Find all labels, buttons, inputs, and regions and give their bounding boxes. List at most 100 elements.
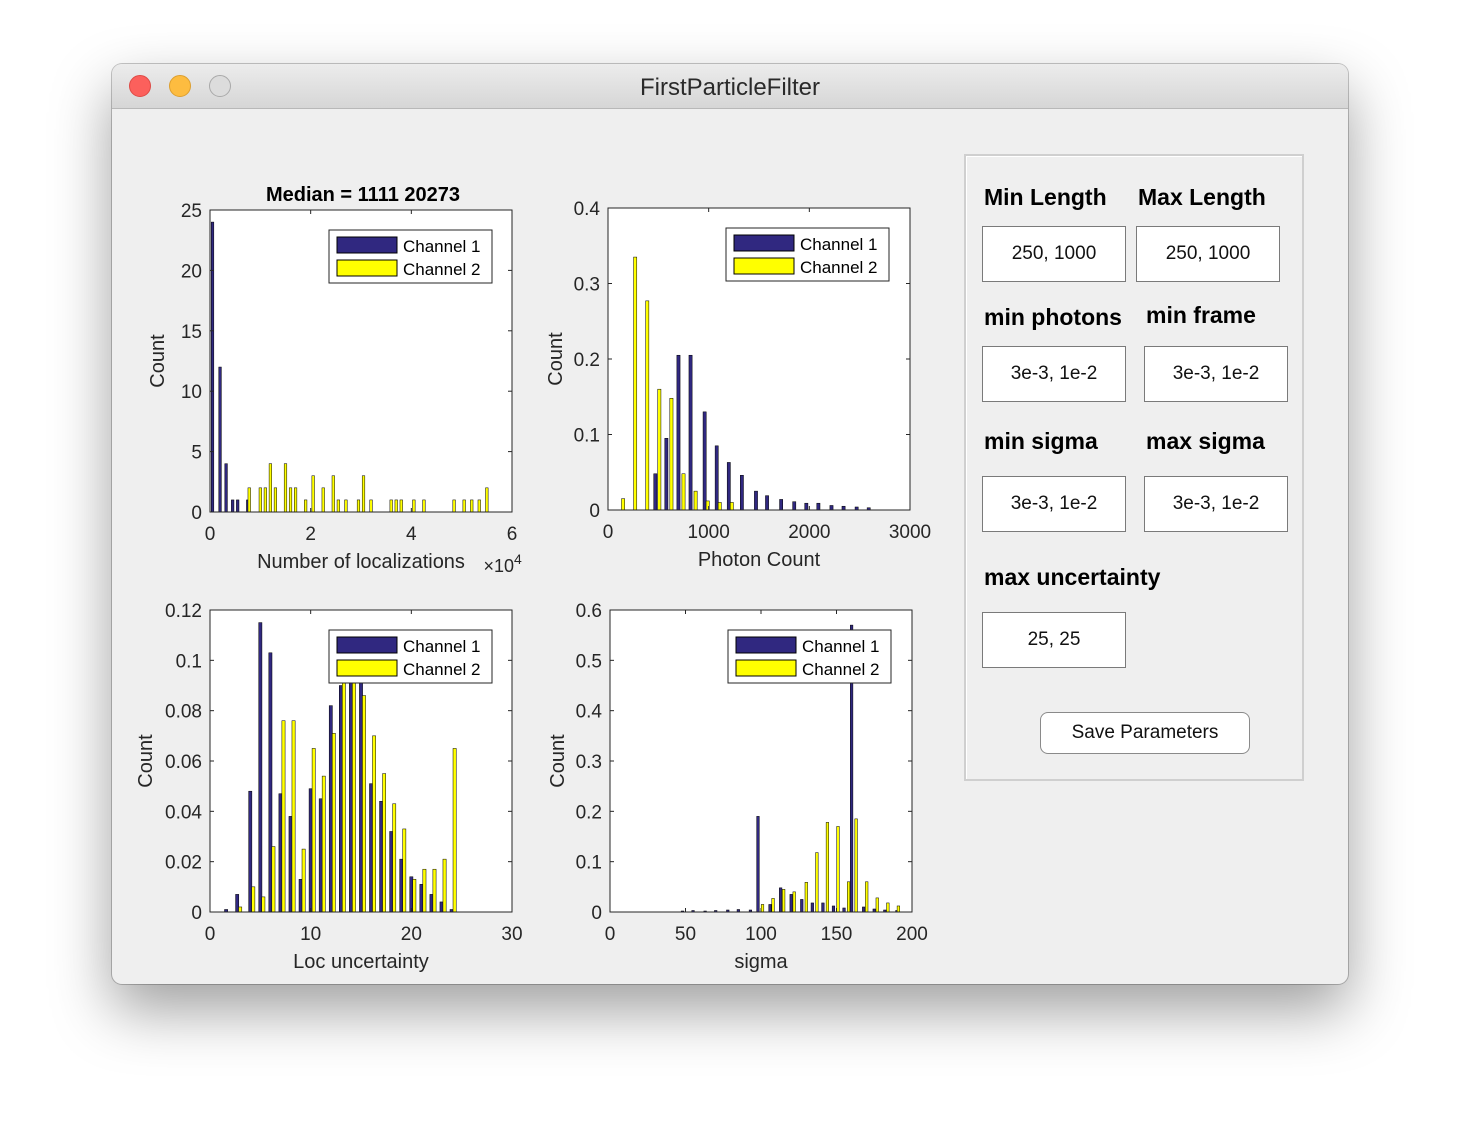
bar-channel-1 <box>308 788 313 913</box>
bar-channel-2 <box>865 881 869 913</box>
bar-channel-2 <box>362 695 366 913</box>
min-length-field[interactable]: 250, 1000 <box>982 226 1126 282</box>
bar-channel-2 <box>681 473 686 511</box>
y-tick-label: 0.2 <box>574 350 600 371</box>
bar-channel-2 <box>304 499 308 513</box>
bar-channel-1 <box>829 505 834 511</box>
legend-swatch-channel-2 <box>336 659 398 677</box>
save-parameters-button[interactable]: Save Parameters <box>1040 712 1250 754</box>
y-tick-label: 0.4 <box>574 199 601 220</box>
bar-channel-1 <box>821 902 825 913</box>
bar-channel-2 <box>331 733 336 913</box>
title-bar[interactable]: FirstParticleFilter <box>112 64 1348 109</box>
bar-channel-2 <box>771 898 775 913</box>
x-tick-label: 0 <box>205 524 216 545</box>
y-tick-label: 15 <box>181 322 202 343</box>
y-axis-label: Count <box>147 334 169 388</box>
bar-channel-2 <box>294 487 298 513</box>
legend-label-channel-1: Channel 1 <box>800 235 878 254</box>
bar-channel-2 <box>633 256 638 511</box>
bar-channel-1 <box>235 894 240 913</box>
bar-channel-1 <box>653 473 658 511</box>
chart-title: Median = 1111 20273 <box>266 184 460 206</box>
bar-channel-2 <box>422 499 426 513</box>
bar-channel-2 <box>261 896 266 913</box>
legend: Channel 1 Channel 2 <box>727 629 892 684</box>
plots-area: 0 2 4 6 0 5 10 15 20 25 Number of localizations Cou… <box>135 184 931 973</box>
legend: Channel 1 Channel 2 <box>328 229 493 284</box>
max-sigma-label: max sigma <box>1146 428 1265 454</box>
max-uncertainty-field[interactable]: 25, 25 <box>982 612 1126 668</box>
bar-channel-1 <box>389 831 394 913</box>
bar-channel-1 <box>409 876 414 913</box>
bar-channel-1 <box>258 622 263 913</box>
legend-label-channel-1: Channel 1 <box>403 637 481 656</box>
min-sigma-field[interactable]: 3e-3, 1e-2 <box>982 476 1126 532</box>
bar-channel-1 <box>419 884 424 913</box>
bar-channel-2 <box>311 748 316 913</box>
bar-channel-2 <box>281 720 286 913</box>
close-window-button[interactable] <box>129 75 151 97</box>
legend-label-channel-2: Channel 2 <box>802 660 880 679</box>
x-tick-label: 0 <box>605 924 616 945</box>
y-tick-label: 0.1 <box>574 426 600 447</box>
bar-channel-2 <box>792 891 796 913</box>
parameter-panel: Min Length Max Length 250, 1000 250, 100… <box>964 154 1304 781</box>
bar-channel-1 <box>740 475 744 511</box>
bar-channel-1 <box>236 499 240 513</box>
histogram-chart-3: 0 10 20 30 0 0.02 0.04 0.06 0.08 0.1 0.12 Loc uncer… <box>135 601 523 973</box>
bar-channel-2 <box>311 475 315 513</box>
min-frame-field[interactable]: 3e-3, 1e-2 <box>1144 346 1288 402</box>
bar-channel-2 <box>782 889 786 913</box>
x-tick-label: 1000 <box>688 522 730 543</box>
bar-channel-2 <box>389 499 393 513</box>
bar-channel-2 <box>271 846 276 913</box>
legend-swatch-channel-1 <box>733 234 795 252</box>
y-tick-label: 0 <box>591 903 602 924</box>
bar-channel-2 <box>432 868 437 913</box>
bar-channel-1 <box>702 411 707 511</box>
bar-channel-2 <box>321 487 325 513</box>
bar-channel-1 <box>248 790 253 913</box>
bar-channel-2 <box>462 499 466 513</box>
bar-channel-2 <box>361 475 366 513</box>
x-tick-label: 6 <box>507 524 518 545</box>
bar-channel-1 <box>339 685 343 913</box>
bar-channel-1 <box>756 816 760 913</box>
x-tick-label: 100 <box>745 924 777 945</box>
bar-channel-1 <box>676 354 681 511</box>
legend-label-channel-2: Channel 2 <box>403 260 481 279</box>
y-tick-label: 0 <box>589 501 600 522</box>
bar-channel-2 <box>372 735 376 913</box>
y-axis-label: Count <box>545 332 567 386</box>
y-tick-label: 20 <box>181 261 202 282</box>
bar-channel-1 <box>831 905 836 913</box>
bar-channel-2 <box>717 502 722 511</box>
max-sigma-field[interactable]: 3e-3, 1e-2 <box>1144 476 1288 532</box>
bar-channel-2 <box>247 487 251 513</box>
bar-channel-2 <box>442 858 447 913</box>
x-exponent-label: ×10 <box>483 556 514 576</box>
bar-channel-2 <box>394 499 398 513</box>
zoom-window-button[interactable] <box>209 75 231 97</box>
bar-channel-2 <box>645 300 650 511</box>
bar-channel-2 <box>886 902 890 913</box>
legend-label-channel-1: Channel 1 <box>403 237 481 256</box>
histogram-chart-4: 0 50 100 150 200 0 0.1 0.2 0.3 0.4 0.5 0.6 sigma Coun… <box>547 601 928 973</box>
bar-channel-2 <box>344 499 348 513</box>
y-tick-label: 0 <box>191 503 202 524</box>
x-tick-label: 4 <box>406 524 417 545</box>
y-tick-label: 0.1 <box>176 651 202 672</box>
bar-channel-1 <box>804 502 809 511</box>
max-length-field[interactable]: 250, 1000 <box>1136 226 1280 282</box>
bar-channel-1 <box>268 652 273 913</box>
bar-channel-2 <box>452 748 457 913</box>
bar-channel-2 <box>760 904 765 913</box>
min-photons-field[interactable]: 3e-3, 1e-2 <box>982 346 1126 402</box>
bar-channel-2 <box>291 720 296 913</box>
minimize-window-button[interactable] <box>169 75 191 97</box>
x-exponent-power: 4 <box>514 551 522 567</box>
bar-channel-2 <box>669 398 674 511</box>
bar-channel-1 <box>328 705 333 913</box>
window-title: FirstParticleFilter <box>639 74 820 101</box>
